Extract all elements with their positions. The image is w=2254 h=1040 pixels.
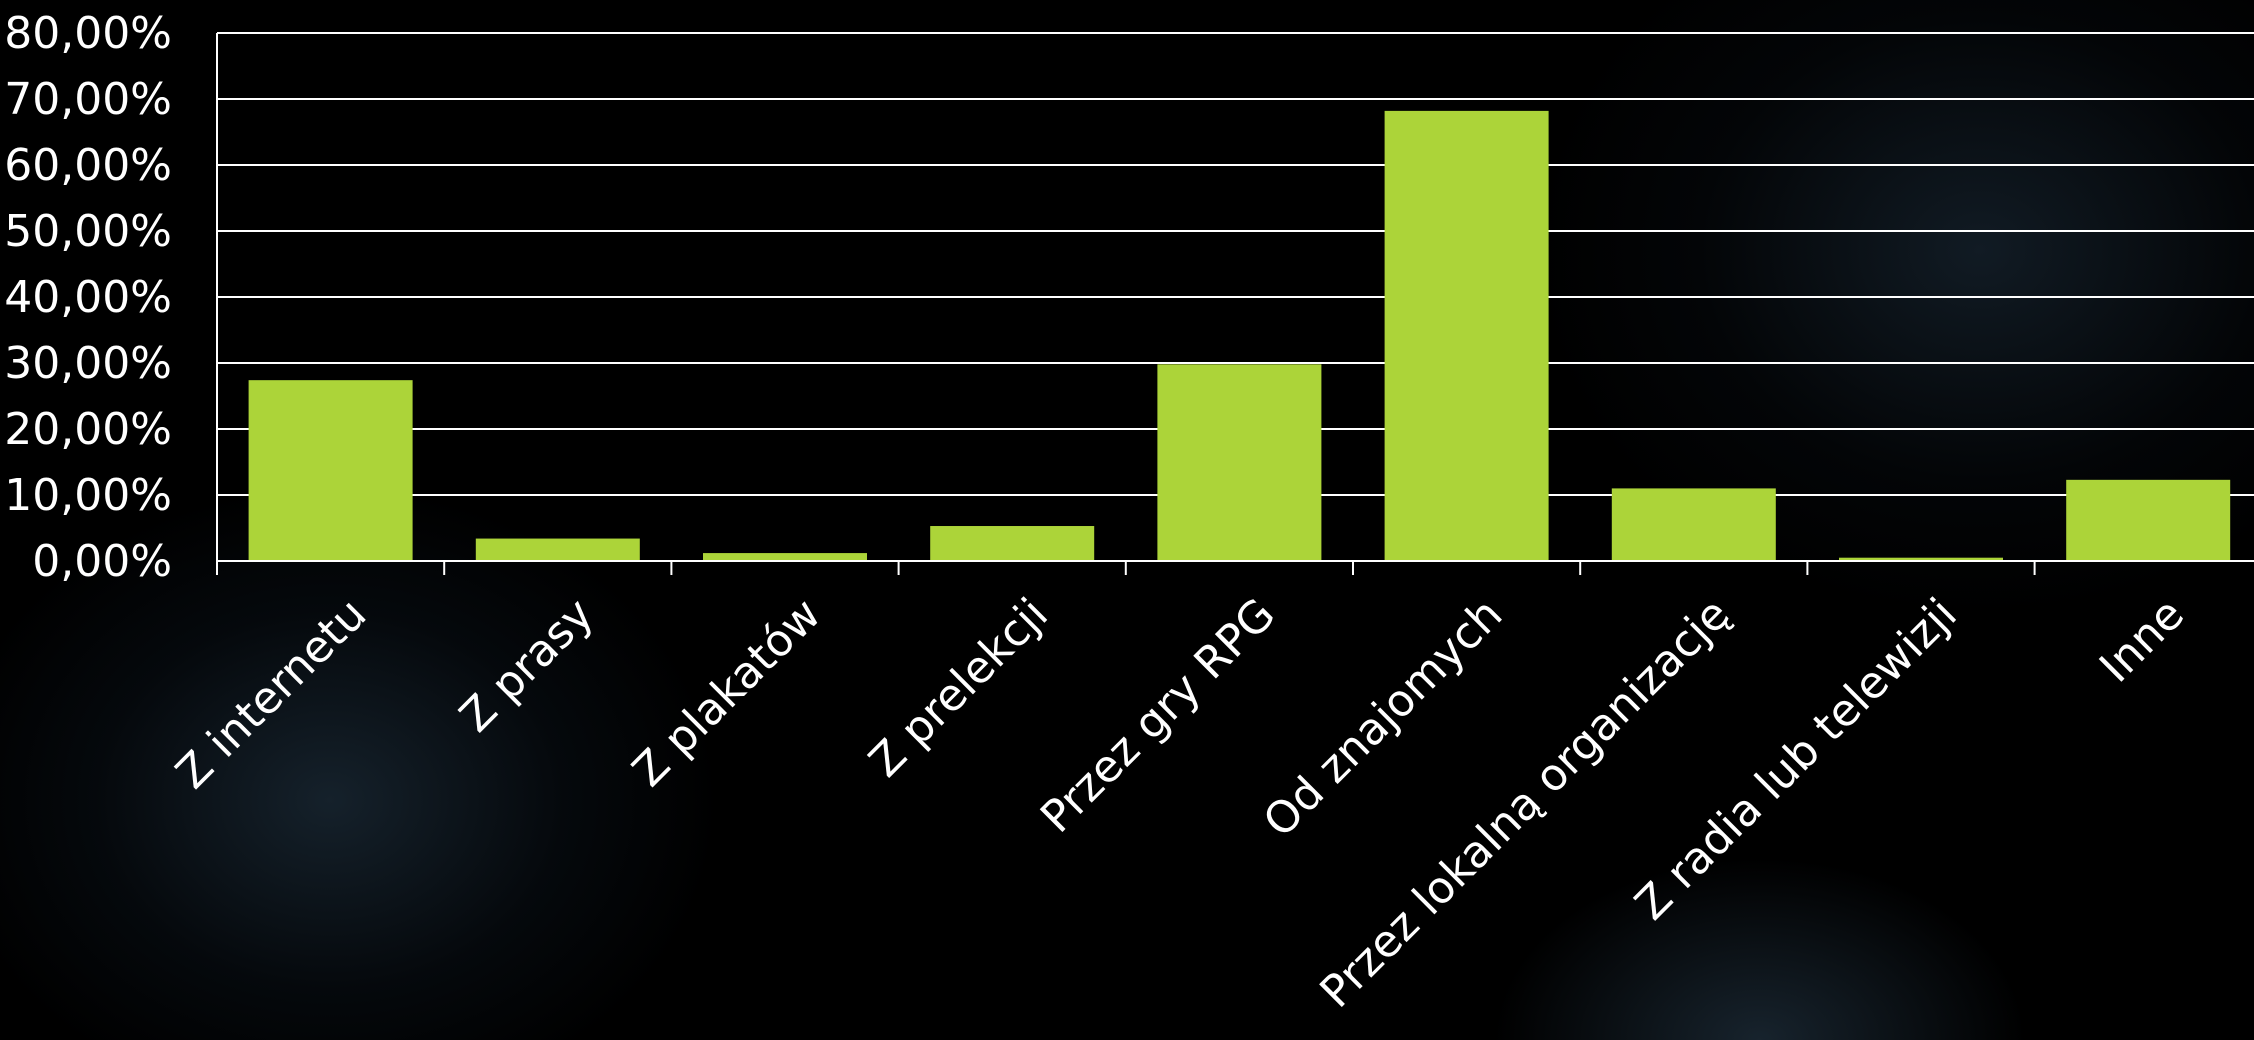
category-label: Przez gry RPG <box>1031 589 1285 843</box>
bar <box>2066 479 2231 561</box>
category-label: Z prelekcji <box>860 589 1058 787</box>
bar <box>1611 488 1776 561</box>
category-label: Z internetu <box>166 589 376 799</box>
bar <box>475 538 640 561</box>
bar <box>248 380 413 561</box>
gridlines <box>217 32 2254 496</box>
category-labels: Z internetu Z prasy Z plakatów Z prelekcjiP… <box>166 589 2194 1018</box>
y-tick-label: 10,00% <box>4 470 172 521</box>
category-label: Przez lokalną organizację <box>1311 589 1740 1018</box>
bar <box>703 553 867 561</box>
category-label: Z prasy <box>450 589 603 742</box>
y-tick-labels: 0,00% 10,00% 20,00% 30,00% 40,00% 50,00% 60,00… <box>4 8 172 587</box>
bar <box>1157 364 1322 561</box>
bar <box>1839 557 2003 561</box>
y-tick-label: 40,00% <box>4 272 172 323</box>
y-tick-label: 70,00% <box>4 74 172 125</box>
axes <box>216 33 2254 575</box>
y-tick-label: 20,00% <box>4 404 172 455</box>
y-tick-label: 0,00% <box>32 536 172 587</box>
category-label: Inne <box>2090 589 2194 693</box>
bar <box>930 526 1095 561</box>
category-label: Od znajomych <box>1254 589 1513 848</box>
bar <box>1384 110 1549 561</box>
y-tick-label: 60,00% <box>4 140 172 191</box>
bars <box>248 110 2231 561</box>
y-tick-label: 50,00% <box>4 206 172 257</box>
category-label: Z plakatów <box>623 589 831 797</box>
y-tick-label: 30,00% <box>4 338 172 389</box>
y-tick-label: 80,00% <box>4 8 172 59</box>
